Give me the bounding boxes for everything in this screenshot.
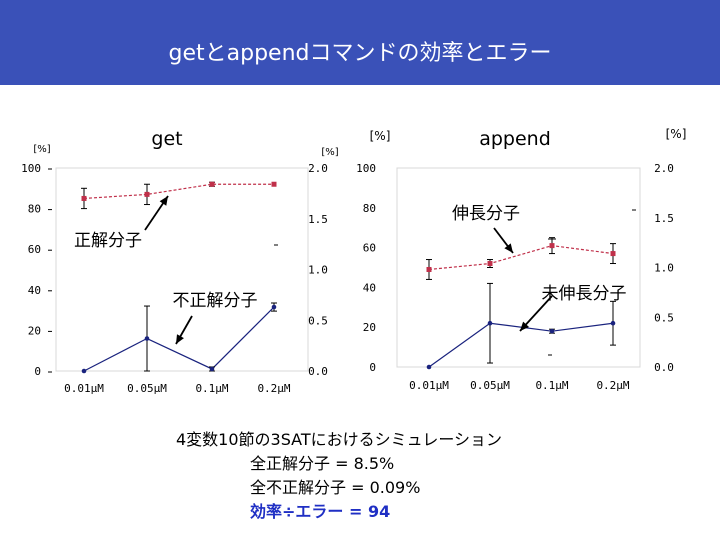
- data-point: [610, 320, 616, 326]
- left-tick-label: 100: [356, 162, 376, 175]
- category-label: 0.01μM: [64, 382, 104, 395]
- annotation-label: 未伸長分子: [542, 284, 627, 304]
- data-point: [487, 261, 493, 267]
- left-tick-label: 80: [363, 202, 376, 215]
- annotation-label: 正解分子: [74, 231, 142, 251]
- series-line-0-0: [83, 183, 274, 200]
- left-tick-label: 80: [28, 203, 41, 216]
- category-label: 0.2μM: [257, 382, 290, 395]
- left-tick-label: 20: [363, 321, 376, 334]
- data-point: [487, 320, 493, 326]
- chart-title-0: get: [151, 128, 182, 150]
- left-tick-label: 0: [34, 365, 41, 378]
- data-point: [549, 328, 555, 334]
- data-point: [426, 266, 432, 272]
- category-label: 0.05μM: [470, 379, 510, 392]
- category-label: 0.1μM: [195, 382, 228, 395]
- left-axis-unit-0: [%]: [33, 144, 50, 155]
- right-tick-label: 1.0: [654, 262, 674, 275]
- right-axis-unit-0: [%]: [321, 147, 338, 158]
- right-axis-unit-1: [%]: [666, 127, 687, 141]
- plot-area-0: [55, 167, 309, 372]
- right-tick-label: 0.5: [654, 311, 674, 324]
- left-tick-label: 0: [369, 361, 376, 374]
- data-point: [209, 366, 215, 372]
- left-tick-label: 100: [21, 162, 41, 175]
- right-tick-label: 0.0: [308, 365, 328, 378]
- right-tick-label: 2.0: [654, 162, 674, 175]
- category-label: 0.01μM: [409, 379, 449, 392]
- annotation-arrow-head: [159, 196, 168, 206]
- left-tick-label: 20: [28, 324, 41, 337]
- data-point: [271, 181, 277, 187]
- left-tick-label: 60: [28, 243, 41, 256]
- data-point: [549, 243, 555, 249]
- annotation-arrow-head: [176, 334, 184, 344]
- left-tick-label: 40: [28, 284, 41, 297]
- category-label: 0.2μM: [596, 379, 629, 392]
- annotation-arrow-head: [520, 321, 530, 331]
- data-point: [144, 191, 150, 197]
- data-point: [81, 368, 87, 374]
- data-point: [144, 336, 150, 341]
- title-bar: [0, 0, 720, 85]
- left-tick-label: 40: [363, 281, 376, 294]
- series-line-0-1: [83, 306, 275, 372]
- chart-title-1: append: [479, 128, 551, 150]
- left-axis-unit-1: [%]: [370, 129, 391, 143]
- data-point: [271, 304, 277, 310]
- category-label: 0.1μM: [535, 379, 568, 392]
- left-tick-label: 60: [363, 242, 376, 255]
- right-tick-label: 1.5: [308, 213, 328, 226]
- right-tick-label: 0.5: [308, 314, 328, 327]
- charts-canvas: get020406080100[%]0.00.51.01.52.0[%]0.01…: [21, 127, 687, 395]
- summary-line-2: 全正解分子 = 8.5%: [250, 454, 395, 473]
- right-tick-label: 0.0: [654, 361, 674, 374]
- summary-block: 4変数10節の3SATにおけるシミュレーション 全正解分子 = 8.5% 全不正…: [176, 428, 502, 524]
- right-tick-label: 2.0: [308, 162, 328, 175]
- summary-line-1: 4変数10節の3SATにおけるシミュレーション: [176, 430, 503, 449]
- data-point: [610, 251, 616, 257]
- page-title: getとappendコマンドの効率とエラー: [168, 41, 552, 66]
- series-line-1-1: [428, 322, 614, 368]
- annotation-arrow-head: [504, 243, 513, 253]
- category-label: 0.05μM: [127, 382, 167, 395]
- data-point: [209, 181, 215, 187]
- right-tick-label: 1.5: [654, 212, 674, 225]
- right-tick-label: 1.0: [308, 264, 328, 277]
- plot-area-1: [396, 167, 641, 368]
- annotation-label: 不正解分子: [173, 291, 258, 311]
- summary-line-4: 効率÷エラー = 94: [250, 502, 391, 521]
- series-line-1-0: [428, 244, 614, 271]
- data-point: [426, 364, 432, 370]
- summary-line-3: 全不正解分子 = 0.09%: [250, 478, 421, 497]
- data-point: [81, 195, 87, 201]
- annotation-label: 伸長分子: [452, 204, 520, 224]
